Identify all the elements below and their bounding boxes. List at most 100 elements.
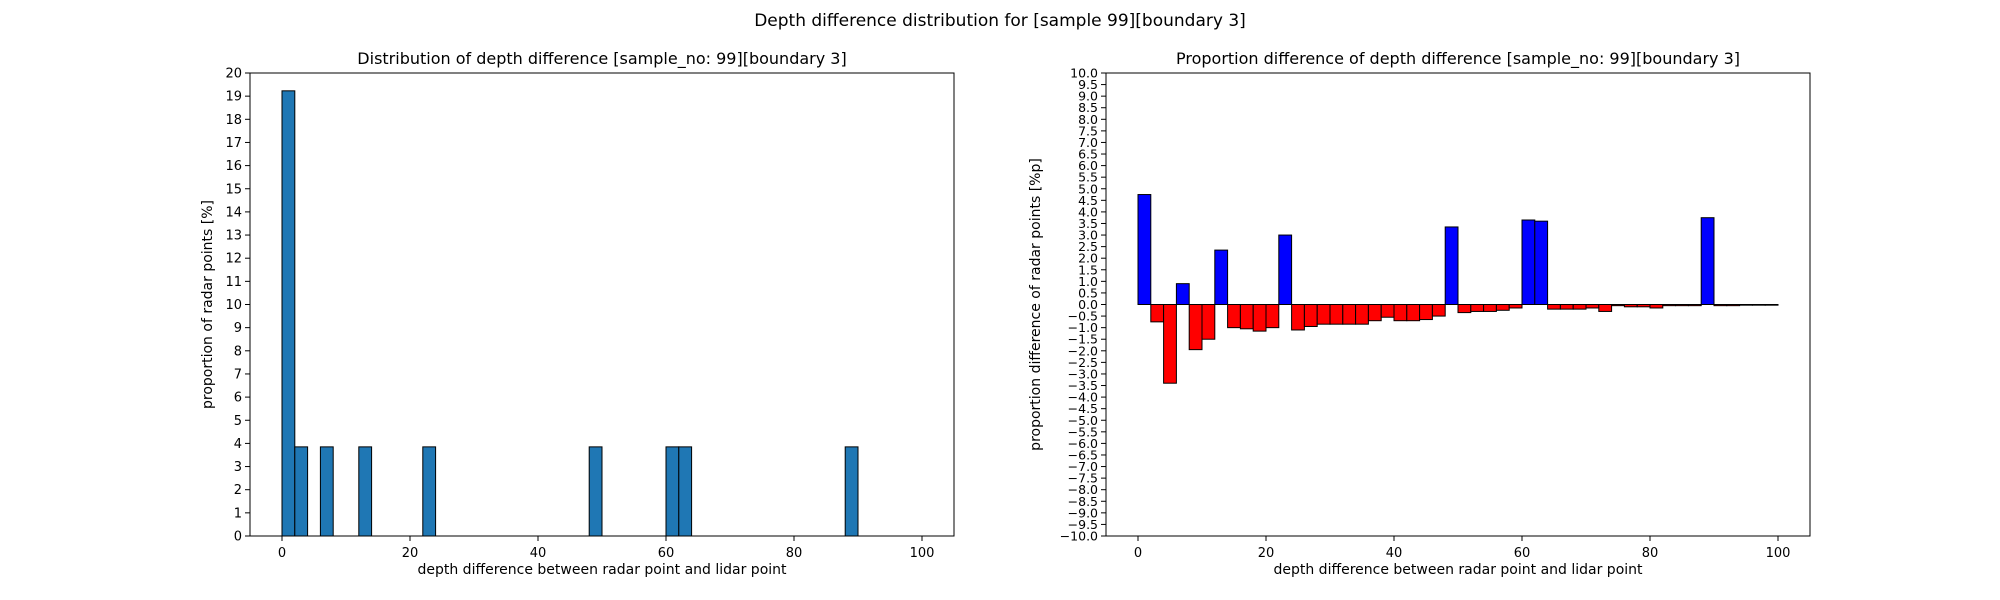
right-chart-ytick-label: 3.0	[1078, 228, 1098, 243]
right-chart-bar	[1675, 304, 1689, 307]
left-chart-ytick-label: 18	[225, 113, 242, 128]
right-chart-bar	[1303, 304, 1318, 327]
right-chart-bar	[1521, 219, 1536, 305]
right-chart-bar	[1726, 304, 1741, 307]
right-chart-ytick-label: −10.0	[1060, 529, 1098, 544]
right-chart-bar	[1547, 304, 1561, 310]
right-chart-bar	[1419, 304, 1433, 321]
left-chart-bars	[281, 90, 859, 537]
right-chart-yticks: −10.0−9.5−9.0−8.5−8.0−7.5−7.0−6.5−6.0−5.…	[1060, 66, 1106, 544]
right-chart-ytick-label: 8.0	[1078, 112, 1098, 127]
right-chart-ytick-label: −9.5	[1068, 517, 1098, 532]
right-chart-bar	[1623, 304, 1638, 308]
left-chart-ytick-label: 11	[225, 275, 242, 290]
right-chart-bar	[1278, 234, 1293, 305]
left-chart-ytick-label: 16	[225, 159, 242, 174]
left-chart-bar	[281, 90, 296, 537]
right-chart-bar	[1137, 194, 1152, 305]
right-chart-ytick-label: 9.5	[1078, 77, 1098, 92]
right-chart-ytick-label: 10.0	[1070, 66, 1098, 81]
right-chart-xtick-label: 20	[1258, 546, 1275, 561]
right-chart-ytick-label: 1.0	[1078, 274, 1098, 289]
right-chart-bar	[1201, 304, 1216, 340]
right-chart-ytick-label: −3.0	[1068, 366, 1098, 381]
right-chart-ytick-label: 6.0	[1078, 158, 1098, 173]
left-chart-xtick-label: 40	[530, 546, 547, 561]
right-chart-bar	[1598, 304, 1613, 312]
right-chart: Proportion difference of depth differenc…	[1028, 49, 1811, 578]
left-chart-ytick-label: 8	[234, 344, 242, 359]
left-chart-ytick-label: 12	[225, 252, 242, 267]
left-chart-bar	[665, 446, 680, 537]
right-chart-bar	[1700, 217, 1715, 305]
right-chart-xtick-label: 0	[1134, 546, 1142, 561]
right-chart-xtick-label: 80	[1642, 546, 1659, 561]
right-chart-bar	[1662, 304, 1677, 307]
right-chart-ytick-label: 4.5	[1078, 193, 1098, 208]
right-chart-bar	[1239, 304, 1254, 330]
left-chart-ytick-label: 10	[225, 298, 242, 313]
left-chart-xtick-label: 100	[910, 546, 935, 561]
left-chart-ytick-label: 15	[225, 182, 242, 197]
right-chart-title: Proportion difference of depth differenc…	[1176, 49, 1740, 69]
right-chart-ytick-label: −5.5	[1068, 424, 1098, 439]
right-chart-ytick-label: 5.5	[1078, 170, 1098, 185]
right-chart-bar	[1214, 249, 1229, 306]
left-chart-plot-frame	[249, 72, 955, 537]
left-chart-ytick-label: 5	[234, 414, 242, 429]
right-chart-bar	[1444, 226, 1459, 305]
right-chart-bar	[1483, 304, 1497, 312]
right-chart-xtick-label: 60	[1514, 546, 1531, 561]
right-chart-bar	[1534, 220, 1549, 305]
right-chart-ytick-label: −0.5	[1068, 309, 1098, 324]
left-chart-bar	[678, 446, 693, 537]
right-chart-bar	[1739, 304, 1753, 306]
left-chart-xlabel: depth difference between radar point and…	[417, 562, 787, 578]
right-chart-ytick-label: 3.5	[1078, 216, 1098, 231]
right-chart-bar	[1687, 304, 1702, 307]
right-chart-ytick-label: −1.5	[1068, 332, 1098, 347]
right-chart-ytick-label: 5.0	[1078, 181, 1098, 196]
right-chart-bar	[1713, 304, 1728, 307]
left-chart-ylabel: proportion of radar points [%]	[200, 200, 216, 409]
right-chart-xtick-label: 100	[1766, 546, 1791, 561]
right-chart-bar	[1355, 304, 1369, 325]
right-chart-ytick-label: 4.0	[1078, 204, 1098, 219]
right-chart-bar	[1291, 304, 1305, 331]
left-chart-ytick-label: 4	[234, 437, 242, 452]
right-chart-bar	[1342, 304, 1357, 325]
right-chart-ytick-label: −6.0	[1068, 436, 1098, 451]
right-chart-bar	[1611, 304, 1625, 307]
right-chart-xticks: 0 20 40 60 80 100	[1134, 536, 1791, 561]
left-chart-ytick-label: 1	[234, 506, 242, 521]
right-chart-bar	[1559, 304, 1574, 310]
left-chart-xtick-label: 80	[786, 546, 803, 561]
right-chart-ytick-label: −3.5	[1068, 378, 1098, 393]
left-chart-ytick-label: 0	[234, 530, 242, 545]
right-chart-ytick-label: −1.0	[1068, 320, 1098, 335]
right-chart-bar	[1316, 304, 1331, 325]
right-chart-bar	[1367, 304, 1382, 322]
right-chart-bar	[1393, 304, 1408, 322]
left-chart-bar	[294, 446, 309, 537]
left-chart-bar	[422, 446, 437, 537]
left-chart-xtick-label: 20	[402, 546, 419, 561]
left-chart-ytick-label: 6	[234, 391, 242, 406]
right-chart-ytick-label: −4.0	[1068, 390, 1098, 405]
right-chart-bar	[1380, 304, 1395, 318]
left-chart-xtick-label: 60	[658, 546, 675, 561]
right-chart-bar	[1495, 304, 1510, 311]
right-chart-ytick-label: −9.0	[1068, 505, 1098, 520]
right-chart-ytick-label: 0.5	[1078, 285, 1098, 300]
right-chart-bar	[1751, 304, 1766, 306]
right-chart-bar	[1265, 304, 1280, 329]
left-chart-ytick-label: 9	[234, 321, 242, 336]
right-chart-bar	[1508, 304, 1523, 309]
left-chart: Distribution of depth difference [sample…	[200, 49, 955, 578]
left-chart-ytick-label: 3	[234, 460, 242, 475]
right-chart-ylabel: proportion difference of radar points [%…	[1028, 158, 1044, 451]
left-chart-ytick-label: 20	[225, 67, 242, 82]
right-chart-ytick-label: 0.0	[1078, 297, 1098, 312]
